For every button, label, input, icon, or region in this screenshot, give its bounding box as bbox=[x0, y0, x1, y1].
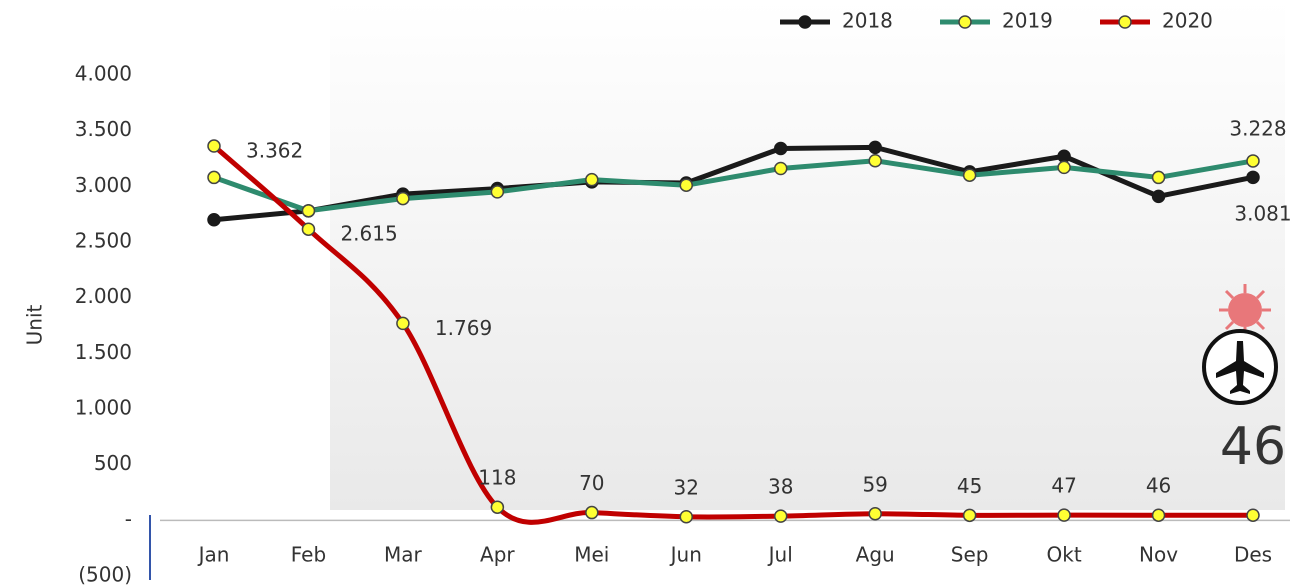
x-tick-label: Mei bbox=[574, 543, 609, 567]
data-label: 118 bbox=[478, 466, 516, 490]
y-tick-label: (500) bbox=[78, 563, 132, 586]
y-tick-label: 500 bbox=[94, 451, 132, 475]
y-tick-label: 4.000 bbox=[75, 62, 132, 86]
x-tick-label: Feb bbox=[291, 543, 326, 567]
point-marker bbox=[1151, 170, 1166, 185]
x-tick-label: Apr bbox=[480, 543, 515, 567]
x-tick-label: Okt bbox=[1047, 543, 1082, 567]
point-marker bbox=[962, 168, 977, 182]
series-line bbox=[213, 144, 1254, 223]
point-marker bbox=[490, 500, 505, 514]
x-tick-label: Nov bbox=[1139, 543, 1178, 567]
point-marker bbox=[1246, 508, 1260, 522]
legend-marker bbox=[1118, 15, 1132, 29]
data-label: 1.769 bbox=[435, 316, 492, 340]
point-marker bbox=[868, 140, 882, 155]
point-marker bbox=[1246, 170, 1260, 185]
data-label: 45 bbox=[957, 474, 982, 498]
data-label: 3.081 bbox=[1234, 202, 1291, 226]
x-tick-label: Sep bbox=[951, 543, 989, 567]
x-tick-label: Jul bbox=[767, 543, 793, 567]
y-tick-label: 2.500 bbox=[75, 229, 132, 253]
point-marker bbox=[207, 212, 221, 227]
point-marker bbox=[396, 191, 410, 206]
point-marker bbox=[868, 507, 882, 521]
plot-background bbox=[330, 0, 1285, 510]
airplane-icon bbox=[1202, 329, 1278, 405]
point-marker bbox=[1057, 508, 1071, 522]
virus-icon bbox=[1219, 284, 1271, 336]
legend-marker bbox=[798, 15, 812, 29]
data-label: 46 bbox=[1220, 417, 1286, 477]
point-marker bbox=[773, 161, 788, 176]
point-marker bbox=[207, 139, 221, 153]
x-tick-label: Jun bbox=[669, 543, 702, 567]
point-marker bbox=[773, 141, 788, 156]
y-axis-title: Unit bbox=[23, 304, 47, 345]
x-tick-label: Jan bbox=[197, 543, 230, 567]
point-marker bbox=[301, 204, 316, 218]
point-marker bbox=[962, 508, 977, 523]
point-marker bbox=[1246, 154, 1260, 168]
data-label: 38 bbox=[768, 475, 793, 499]
y-tick-label: 1.500 bbox=[75, 340, 132, 364]
x-tick-label: Mar bbox=[384, 543, 423, 567]
point-marker bbox=[301, 222, 316, 236]
legend-label: 2019 bbox=[1002, 9, 1053, 33]
point-marker bbox=[490, 185, 505, 199]
point-marker bbox=[868, 153, 882, 168]
point-marker bbox=[585, 505, 599, 520]
point-marker bbox=[396, 316, 410, 331]
point-marker bbox=[1151, 189, 1166, 204]
data-label: 2.615 bbox=[340, 222, 397, 246]
y-tick-label: 3.000 bbox=[75, 173, 132, 197]
point-marker bbox=[585, 172, 599, 187]
data-label: 3.228 bbox=[1229, 117, 1286, 141]
point-marker bbox=[1057, 149, 1071, 164]
point-marker bbox=[1057, 160, 1071, 175]
data-label: 47 bbox=[1051, 474, 1076, 498]
x-tick-label: Agu bbox=[856, 543, 895, 567]
point-marker bbox=[773, 509, 788, 523]
legend-label: 2018 bbox=[842, 9, 893, 33]
legend-marker bbox=[958, 15, 972, 29]
point-marker bbox=[679, 178, 694, 192]
data-label: 3.362 bbox=[246, 139, 303, 163]
y-tick-label: 1.000 bbox=[75, 396, 132, 420]
data-label: 70 bbox=[579, 471, 604, 495]
x-tick-label: Des bbox=[1234, 543, 1272, 567]
point-marker bbox=[679, 510, 694, 524]
legend-label: 2020 bbox=[1162, 9, 1213, 33]
y-tick-label: 2.000 bbox=[75, 284, 132, 308]
data-label: 32 bbox=[674, 475, 699, 499]
data-label: 46 bbox=[1146, 474, 1171, 498]
y-tick-label: - bbox=[125, 507, 132, 531]
point-marker bbox=[1151, 508, 1166, 522]
data-label: 59 bbox=[862, 472, 887, 496]
point-marker bbox=[207, 170, 221, 185]
y-tick-label: 3.500 bbox=[75, 117, 132, 141]
series-line bbox=[213, 158, 1254, 214]
